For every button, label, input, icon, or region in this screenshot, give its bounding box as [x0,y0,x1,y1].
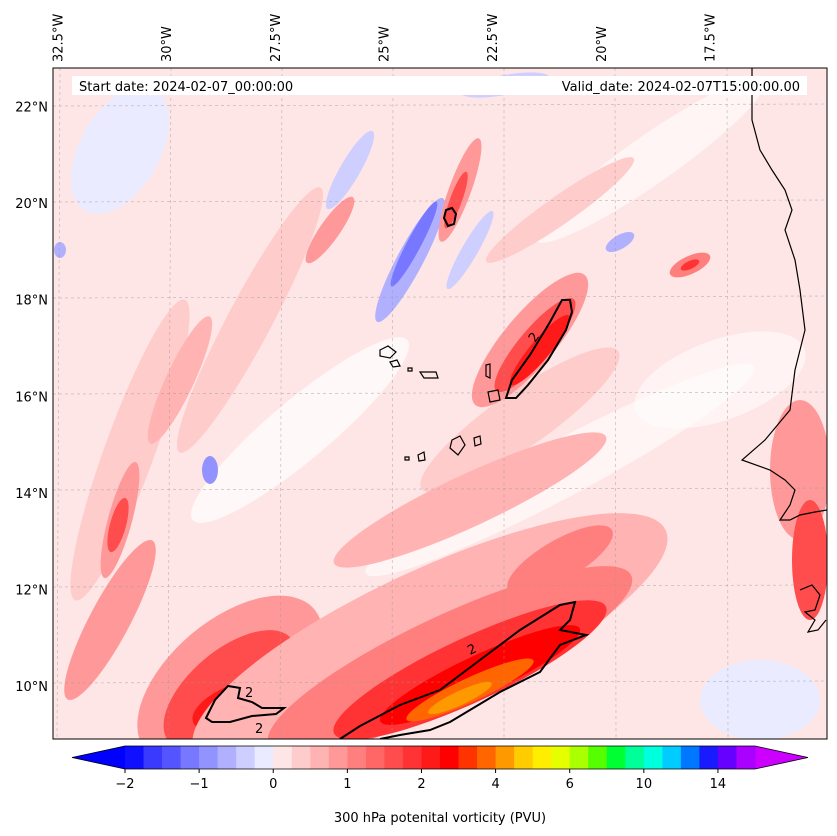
colorbar-tick-label: 2 [417,777,425,792]
x-tick-label: 20°W [595,26,610,62]
colorbar-segment [254,746,274,769]
header-box [72,76,807,95]
colorbar-segment [625,746,645,769]
y-tick-label: 16°N [15,390,48,405]
colorbar-segment [347,746,367,769]
colorbar-tick-label: 4 [491,777,499,792]
colorbar-segment [365,746,385,769]
colorbar-label: 300 hPa potenital vorticity (PVU) [334,811,546,826]
colorbar-segment [662,746,682,769]
y-tick-label: 18°N [15,294,48,309]
start-date-label: Start date: 2024-02-07_00:00:00 [79,80,293,95]
colorbar-segment [328,746,348,769]
colorbar-segment [477,746,497,769]
x-tick-label: 17.5°W [704,14,719,62]
colorbar-segment [643,746,663,769]
colorbar-extend-max [755,746,808,769]
y-tick-labels: 22°N 20°N 18°N 16°N 14°N 12°N 10°N [15,101,48,695]
colorbar-segment [440,746,460,769]
y-tick-label: 20°N [15,197,48,212]
colorbar-segment [551,746,571,769]
y-tick-label: 10°N [15,680,48,695]
y-tick-label: 22°N [15,101,48,116]
colorbar-segment [532,746,552,769]
colorbar-segment [680,746,700,769]
colorbar-segment [699,746,719,769]
colorbar-tick-label: 1 [343,777,351,792]
contour-label: 2 [255,722,263,737]
colorbar-segment [736,746,756,769]
colorbar-segment [162,746,182,769]
colorbar-tick-label: −2 [115,777,134,792]
colorbar-segment [588,746,608,769]
pv-2-contours [204,206,590,739]
colorbar-segment [717,746,737,769]
valid-date-label: Valid_date: 2024-02-07T15:00:00.00 [562,80,800,95]
colorbar-segment [495,746,515,769]
contour-label: 2 [245,686,253,701]
colorbar-segment [606,746,626,769]
colorbar-segment [421,746,441,769]
x-tick-label: 25°W [377,26,392,62]
colorbar-segment [217,746,237,769]
x-tick-labels: 32.5°W 30°W 27.5°W 25°W 22.5°W 20°W 17.5°W [51,14,718,62]
colorbar-segment [514,746,534,769]
colorbar-segment [310,746,330,769]
coastline [740,68,827,633]
colorbar-segment [384,746,404,769]
colorbar-segment [402,746,422,769]
colorbar-segment [143,746,163,769]
colorbar-segment [458,746,478,769]
cape-verde-islands [379,345,501,462]
colorbar-tick-label: 6 [566,777,574,792]
colorbar-segment [180,746,200,769]
x-tick-label: 22.5°W [486,14,501,62]
x-tick-label: 32.5°W [51,14,66,62]
x-tick-label: 30°W [160,26,175,62]
colorbar-tick-label: 14 [710,777,727,792]
colorbar-tick-label: 10 [636,777,653,792]
colorbar-segment [236,746,256,769]
colorbar-segment [273,746,293,769]
colorbar-segment [199,746,219,769]
colorbar-tick-label: −1 [190,777,209,792]
colorbar-segment [291,746,311,769]
map-frame [52,67,828,740]
colorbar-tick-label: 0 [269,777,277,792]
colorbar-extend-min [72,746,125,769]
x-tick-label: 27.5°W [269,14,284,62]
colorbar-segment [125,746,145,769]
gridlines [53,68,827,739]
y-tick-label: 14°N [15,487,48,502]
colorbar-segment [569,746,589,769]
y-tick-label: 12°N [15,583,48,598]
